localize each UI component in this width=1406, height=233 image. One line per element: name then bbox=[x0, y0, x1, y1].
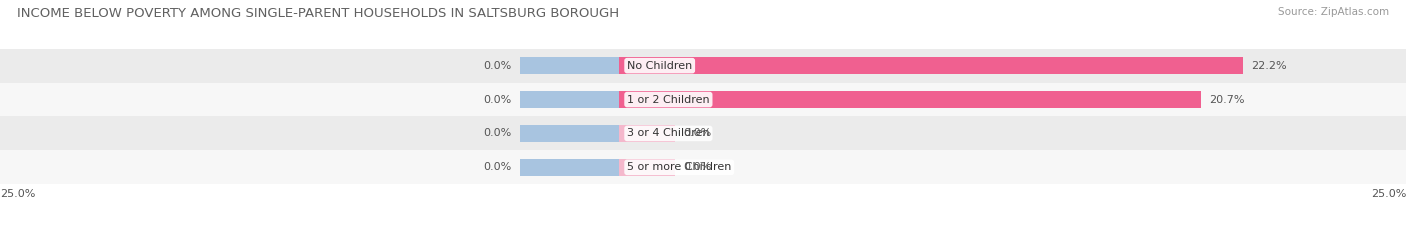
Bar bbox=[619, 158, 675, 176]
Bar bbox=[0, 49, 1406, 83]
Bar bbox=[619, 91, 1201, 108]
Bar bbox=[0, 116, 1406, 150]
Text: 5 or more Children: 5 or more Children bbox=[627, 162, 731, 172]
Text: 0.0%: 0.0% bbox=[484, 128, 512, 138]
Text: 1 or 2 Children: 1 or 2 Children bbox=[627, 95, 710, 105]
Bar bbox=[520, 158, 619, 176]
Text: 3 or 4 Children: 3 or 4 Children bbox=[627, 128, 710, 138]
Bar bbox=[0, 150, 1406, 184]
Bar bbox=[520, 57, 619, 75]
Bar bbox=[619, 57, 1243, 75]
Bar bbox=[619, 125, 675, 142]
Text: 20.7%: 20.7% bbox=[1209, 95, 1244, 105]
Bar bbox=[520, 125, 619, 142]
Text: 0.0%: 0.0% bbox=[484, 61, 512, 71]
Text: 25.0%: 25.0% bbox=[0, 189, 35, 199]
Bar bbox=[0, 83, 1406, 116]
Text: 22.2%: 22.2% bbox=[1251, 61, 1286, 71]
Text: No Children: No Children bbox=[627, 61, 692, 71]
Text: INCOME BELOW POVERTY AMONG SINGLE-PARENT HOUSEHOLDS IN SALTSBURG BOROUGH: INCOME BELOW POVERTY AMONG SINGLE-PARENT… bbox=[17, 7, 619, 20]
Text: 0.0%: 0.0% bbox=[683, 162, 711, 172]
Text: 0.0%: 0.0% bbox=[683, 128, 711, 138]
Text: 0.0%: 0.0% bbox=[484, 162, 512, 172]
Text: 0.0%: 0.0% bbox=[484, 95, 512, 105]
Text: Source: ZipAtlas.com: Source: ZipAtlas.com bbox=[1278, 7, 1389, 17]
Text: 25.0%: 25.0% bbox=[1371, 189, 1406, 199]
Bar bbox=[520, 91, 619, 108]
